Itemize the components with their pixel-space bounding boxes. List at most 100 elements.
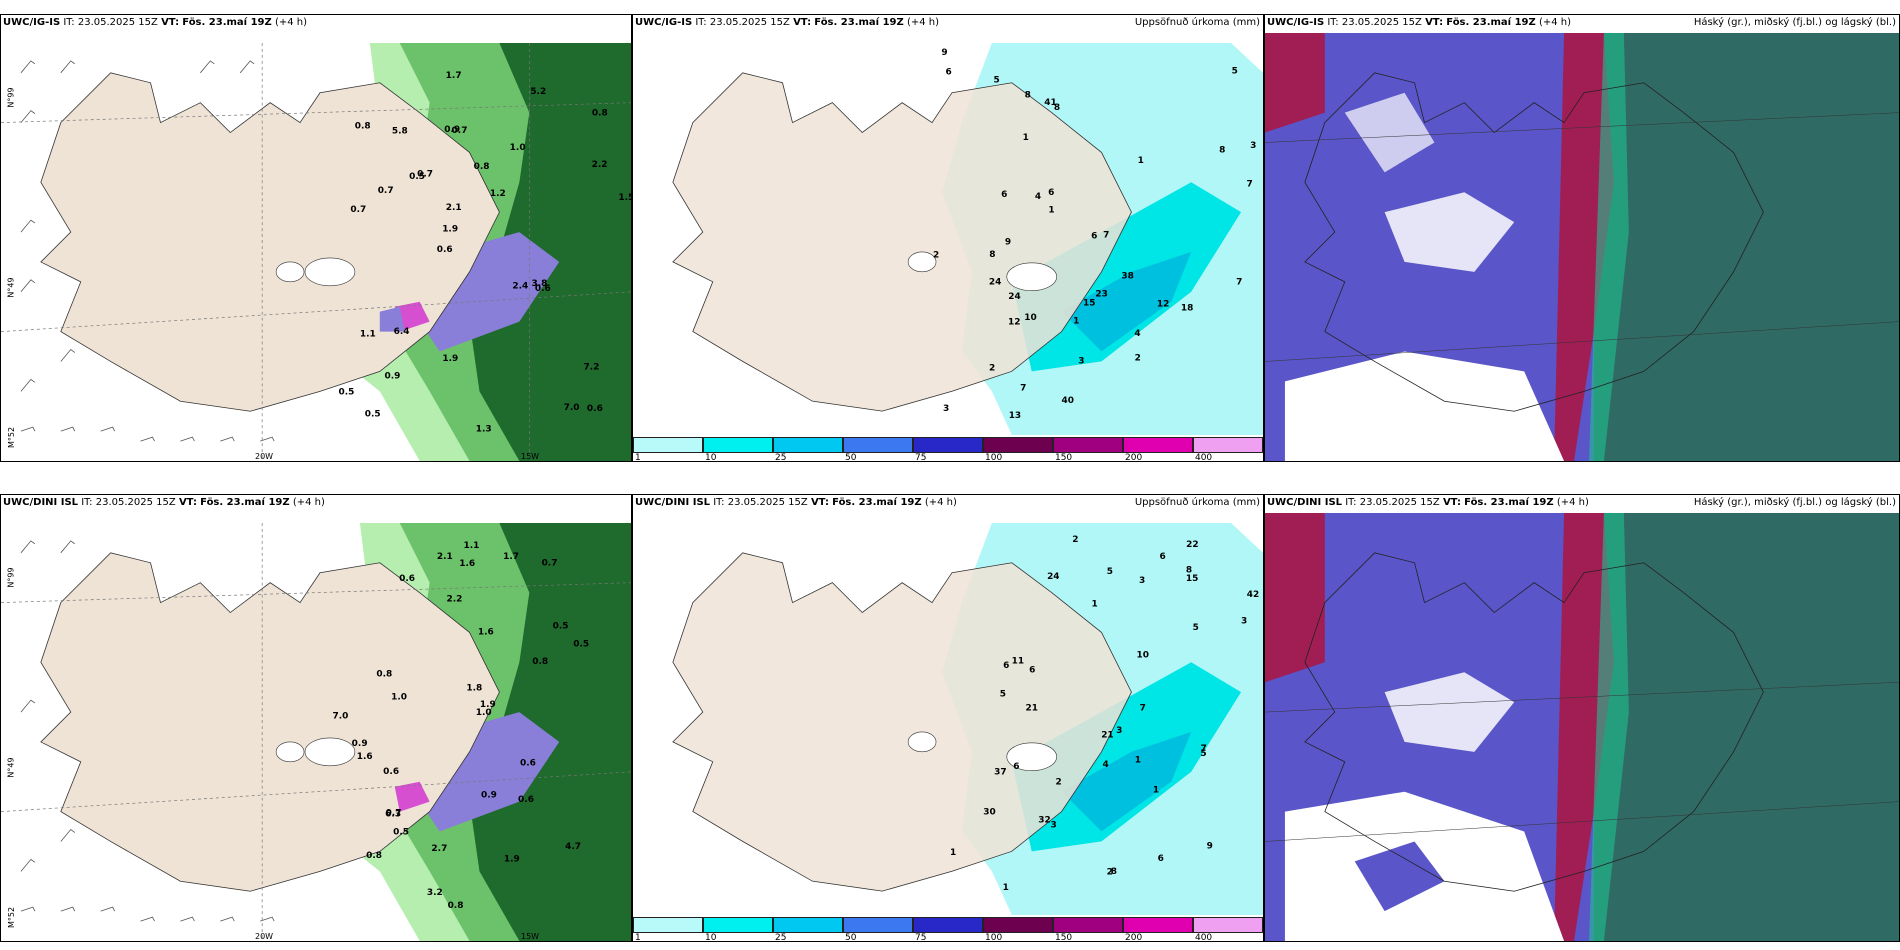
map-value-label: 8 — [1186, 565, 1192, 575]
map-value-label: 1.0 — [510, 143, 526, 153]
map-value-label: 6 — [1158, 854, 1164, 864]
panel-title: Háský (gr.), miðský (fj.bl.) og lágský (… — [1693, 497, 1896, 508]
colorbar-segment — [1192, 437, 1263, 453]
map-value-label: 0.7 — [542, 559, 558, 569]
lead-time: (+4 h) — [274, 17, 308, 28]
initial-time: IT: 23.05.2025 15Z — [713, 497, 808, 508]
map-value-label: 2 — [933, 251, 939, 261]
map-value-label: 9 — [1005, 237, 1011, 247]
lead-time: (+4 h) — [292, 497, 325, 508]
lon-label: 15W — [521, 452, 540, 461]
map-value-label: 6 — [1013, 762, 1019, 772]
colorbar-tick: 10 — [704, 933, 717, 942]
map-value-label: 0.8 — [592, 109, 608, 119]
panel-title: Uppsöfnuð úrkoma (mm) — [1134, 17, 1260, 28]
map-value-label: 2 — [1072, 535, 1078, 545]
map-value-label: 6 — [946, 68, 952, 78]
colorbar-segment — [843, 437, 913, 453]
panel-wind-row2: UWC/DINI ISL IT: 23.05.2025 15Z VT: Fös.… — [0, 494, 632, 942]
map-value-label: 3 — [943, 404, 949, 414]
panel-header: UWC/DINI ISL IT: 23.05.2025 15Z VT: Fös.… — [3, 497, 325, 508]
colorbar-segment — [1123, 917, 1193, 933]
map-value-label: 13 — [1009, 411, 1021, 421]
colorbar-tick: 25 — [774, 453, 787, 462]
map-value-label: 9 — [1207, 842, 1213, 852]
map-value-label: 1.8 — [466, 683, 482, 693]
map-value-label: 22 — [1186, 540, 1198, 550]
map-value-label: 2 — [1135, 354, 1141, 364]
map-value-label: 1.1 — [360, 329, 376, 339]
wind-barbs — [20, 60, 275, 442]
map-value-label: 8 — [1054, 103, 1060, 113]
lead-time: (+4 h) — [1556, 497, 1589, 508]
map-value-label: 24 — [989, 278, 1001, 288]
map-value-label: 6 — [1160, 552, 1166, 562]
panel-title: Háský (gr.), miðský (fj.bl.) og lágský (… — [1693, 17, 1896, 28]
map-value-label: 6.3 — [385, 809, 401, 819]
map-value-label: 0.7 — [350, 205, 366, 215]
colorbar-segment — [1053, 437, 1123, 453]
map-value-label: 1 — [1153, 786, 1159, 796]
precip-map[interactable]: 6 9 2 5 3 4 8 10 3 12 12 7 13 24 15 4 1 2 1 6 7 3 7 9 8 23 24 18 40 4… — [633, 33, 1263, 435]
map-value-label: 1.2 — [490, 189, 506, 199]
map-value-label: 7 — [1246, 179, 1252, 189]
map-value-label: 3 — [1050, 821, 1056, 831]
lat-label: N°49 — [6, 277, 16, 298]
panel-precip-row2: UWC/DINI ISL IT: 23.05.2025 15Z VT: Fös.… — [632, 494, 1264, 942]
map-value-label: 3 — [1250, 141, 1256, 151]
map-value-label: 0.7 — [386, 808, 402, 818]
wind-map[interactable]: 0.8 0.7 0.6 0.5 0.9 1.0 0.6 0.7 0.5 0.8 0.9 1.1 0.6 1… — [1, 513, 631, 941]
valid-time: Fös. 23.maí 19Z — [1464, 497, 1554, 508]
map-value-label: 1.3 — [476, 424, 492, 434]
map-value-label: 0.9 — [352, 739, 368, 749]
precip-map[interactable]: 8 3 6 5 2 1 7 2 8 3 5 24 21 6 11 9 5 15 21 10 32 30 42 37 22 5 6 4 7… — [633, 513, 1263, 915]
valid-time: Fös. 23.maí 19Z — [832, 497, 922, 508]
map-value-label: 3.2 — [427, 888, 443, 898]
map-value-label: 40 — [1062, 396, 1074, 406]
valid-label: VT: — [161, 17, 180, 28]
map-value-label: 5 — [1000, 689, 1006, 699]
lat-label: N°99 — [6, 87, 16, 108]
map-value-label: 7 — [1236, 277, 1242, 287]
precip-area-high — [1061, 251, 1192, 352]
map-value-label: 12 — [1157, 300, 1169, 310]
lat-label: M°52 — [7, 906, 17, 929]
wind-map-svg: 0.60.70.80.61.00.50.90.81.10.70.50.90.71… — [1, 33, 631, 461]
map-value-label: 0.8 — [366, 851, 382, 861]
cloud-map-svg — [1265, 513, 1899, 941]
map-value-label: 23 — [1095, 289, 1107, 299]
map-value-label: 1 — [950, 848, 956, 858]
map-value-label: 2 — [1107, 868, 1113, 878]
colorbar-tick: 75 — [914, 933, 927, 942]
map-value-label: 5.8 — [392, 126, 408, 136]
panel-precip-row1: UWC/IG-IS IT: 23.05.2025 15Z VT: Fös. 23… — [632, 14, 1264, 462]
precip-map-svg: 6925348103121271324154121673798232418404… — [633, 33, 1263, 435]
panel-header: UWC/IG-IS IT: 23.05.2025 15Z VT: Fös. 23… — [1267, 17, 1571, 28]
map-value-label: 5 — [993, 75, 999, 85]
colorbar-segment — [1192, 917, 1263, 933]
colorbar-segment — [702, 917, 773, 933]
wind-map[interactable]: 0.6 0.7 0.8 0.6 1.0 0.5 0.9 0.8 1.1 0.7 0.5 0.9 0.7 1… — [1, 33, 631, 461]
colorbar: 1 10 25 50 75 100 150 200 400 — [633, 915, 1263, 941]
map-value-label: 4 — [1035, 192, 1041, 202]
initial-time: IT: 23.05.2025 15Z — [695, 17, 790, 28]
map-value-label: 8 — [1219, 146, 1225, 156]
colorbar-segment — [983, 437, 1053, 453]
colorbar-tick: 200 — [1125, 933, 1143, 942]
map-value-label: 0.7 — [378, 186, 394, 196]
map-value-label: 0.5 — [365, 410, 381, 420]
map-value-label: 2.2 — [592, 160, 608, 170]
map-value-label: 0.5 — [339, 387, 355, 397]
cloud-map[interactable] — [1265, 33, 1899, 461]
valid-label: VT: — [793, 17, 812, 28]
cloud-map[interactable] — [1265, 513, 1899, 941]
map-value-label: 7.2 — [583, 362, 599, 372]
map-value-label: 1 — [1073, 316, 1079, 326]
colorbar-segment — [1123, 437, 1193, 453]
map-value-label: 2 — [989, 363, 995, 373]
map-value-label: 1.0 — [476, 708, 492, 718]
map-value-label: 6 — [1001, 190, 1007, 200]
map-value-label: 2.1 — [437, 552, 453, 562]
map-value-label: 0.6 — [518, 795, 534, 805]
map-value-label: 6 — [1003, 661, 1009, 671]
